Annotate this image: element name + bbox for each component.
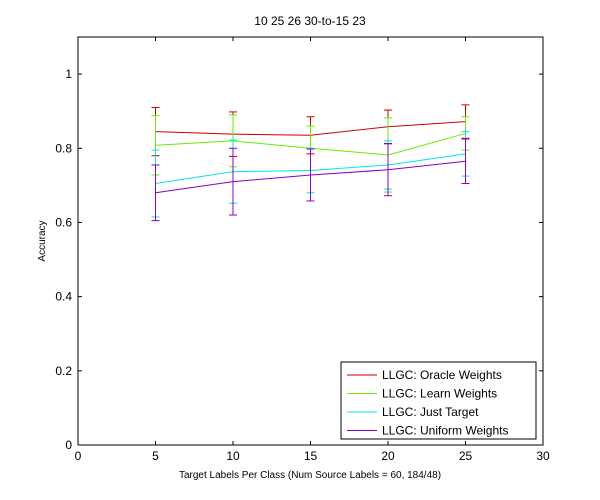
legend-label: LLGC: Uniform Weights: [382, 424, 509, 438]
y-tick-label: 0.8: [55, 141, 72, 155]
y-tick-label: 0.4: [55, 290, 72, 304]
y-tick-label: 0.2: [55, 364, 72, 378]
series-layer: [151, 104, 470, 222]
error-bar: [151, 164, 160, 222]
y-tick-label: 1: [65, 67, 72, 81]
x-tick-label: 10: [226, 449, 240, 463]
x-tick-label: 15: [304, 449, 318, 463]
x-tick-label: 30: [536, 449, 550, 463]
legend: LLGC: Oracle Weights LLGC: Learn Weights L…: [340, 361, 537, 440]
series-4: [151, 138, 470, 222]
y-tick-label: 0.6: [55, 215, 72, 229]
legend-item: LLGC: Learn Weights: [347, 387, 497, 401]
x-tick-label: 5: [152, 449, 159, 463]
legend-label: LLGC: Just Target: [382, 405, 479, 419]
x-tick-label: 25: [459, 449, 473, 463]
legend-label: LLGC: Learn Weights: [382, 387, 497, 401]
legend-item: LLGC: Oracle Weights: [347, 368, 502, 382]
series-line: [155, 160, 466, 194]
y-axis-label: Accuracy: [37, 220, 48, 261]
x-axis-label: Target Labels Per Class (Num Source Labe…: [179, 470, 441, 481]
x-tick-label: 0: [75, 449, 82, 463]
y-tick-label: 0: [65, 438, 72, 452]
legend-item: LLGC: Uniform Weights: [347, 424, 509, 438]
legend-label: LLGC: Oracle Weights: [382, 368, 502, 382]
legend-item: LLGC: Just Target: [347, 405, 479, 419]
x-tick-label: 20: [381, 449, 395, 463]
x-axis: 0 5 10 15 20 25 30: [75, 37, 550, 463]
y-axis: 0 0.2 0.4 0.6 0.8 1: [55, 67, 543, 452]
chart-title: 10 25 26 30-to-15 23: [254, 14, 366, 28]
